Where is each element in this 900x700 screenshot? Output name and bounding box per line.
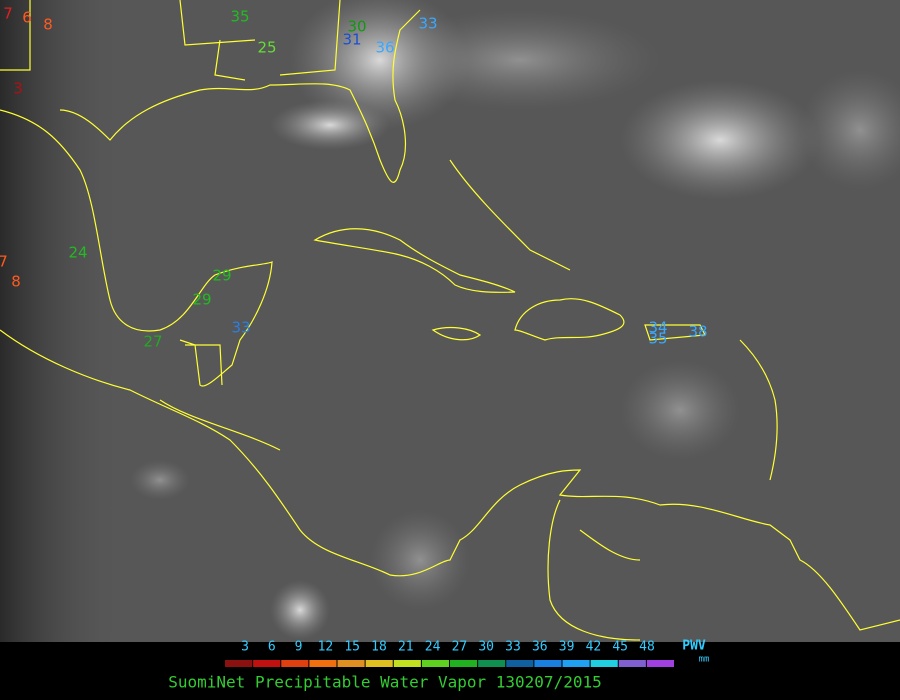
station-label: 29 [192,291,211,309]
station-label: 35 [230,8,249,26]
legend-swatch [562,660,590,667]
legend-panel [0,642,900,700]
station-label: 3 [13,80,23,98]
station-label: 6 [22,9,32,27]
legend-tick-label: 45 [612,640,628,655]
legend-swatch [309,660,337,667]
legend-tick-label: 9 [295,640,303,655]
station-label: 33 [418,15,437,33]
legend-tick-label: 12 [318,640,334,655]
legend-tick-label: 39 [559,640,575,655]
legend-swatch [337,660,365,667]
legend-tick-label: 24 [425,640,441,655]
station-label: 38 [688,323,707,341]
clouds [130,0,900,640]
station-label: 31 [342,31,361,49]
legend-swatch [393,660,421,667]
station-label: 8 [11,273,21,291]
legend-swatch [590,660,618,667]
station-label: 33 [231,319,250,337]
legend-swatch [225,660,253,667]
legend-unit: PWV [682,639,706,654]
station-label: 7 [3,5,13,23]
legend-swatch [534,660,562,667]
legend-swatch [365,660,393,667]
legend-swatch [506,660,534,667]
legend-swatch [450,660,478,667]
legend-tick-label: 6 [268,640,276,655]
station-label: 25 [257,39,276,57]
station-label: 29 [212,267,231,285]
station-label: 27 [143,333,162,351]
station-label: 7 [0,253,8,271]
title: SuomiNet Precipitable Water Vapor 130207… [168,673,601,692]
legend-tick-label: 21 [398,640,414,655]
legend-tick-label: 48 [639,640,655,655]
legend-unit-sub: mm [699,655,710,665]
legend-swatch [253,660,281,667]
station-label: 30 [347,18,366,36]
coastlines [0,0,900,641]
legend-tick-label: 3 [241,640,249,655]
legend-tick-label: 15 [344,640,360,655]
legend-tick-label: 18 [371,640,387,655]
station-label: 36 [375,39,394,57]
legend-swatch [281,660,309,667]
legend-tick-label: 27 [452,640,468,655]
legend: PWV mm 3 6 9 12 15 18 21 24 27 30 33 36 39 42 45 48 [225,639,710,667]
legend-tick-label: 33 [505,640,521,655]
station-label: 8 [43,16,53,34]
legend-swatch [646,660,674,667]
legend-tick-label: 42 [586,640,602,655]
station-label: 24 [68,244,87,262]
dark-land [0,0,120,642]
station-label: 35 [648,330,667,348]
legend-tick-label: 36 [532,640,548,655]
legend-swatch [478,660,506,667]
station-label: 34 [648,319,667,337]
legend-swatch [618,660,646,667]
legend-swatch [421,660,449,667]
legend-tick-label: 30 [478,640,494,655]
